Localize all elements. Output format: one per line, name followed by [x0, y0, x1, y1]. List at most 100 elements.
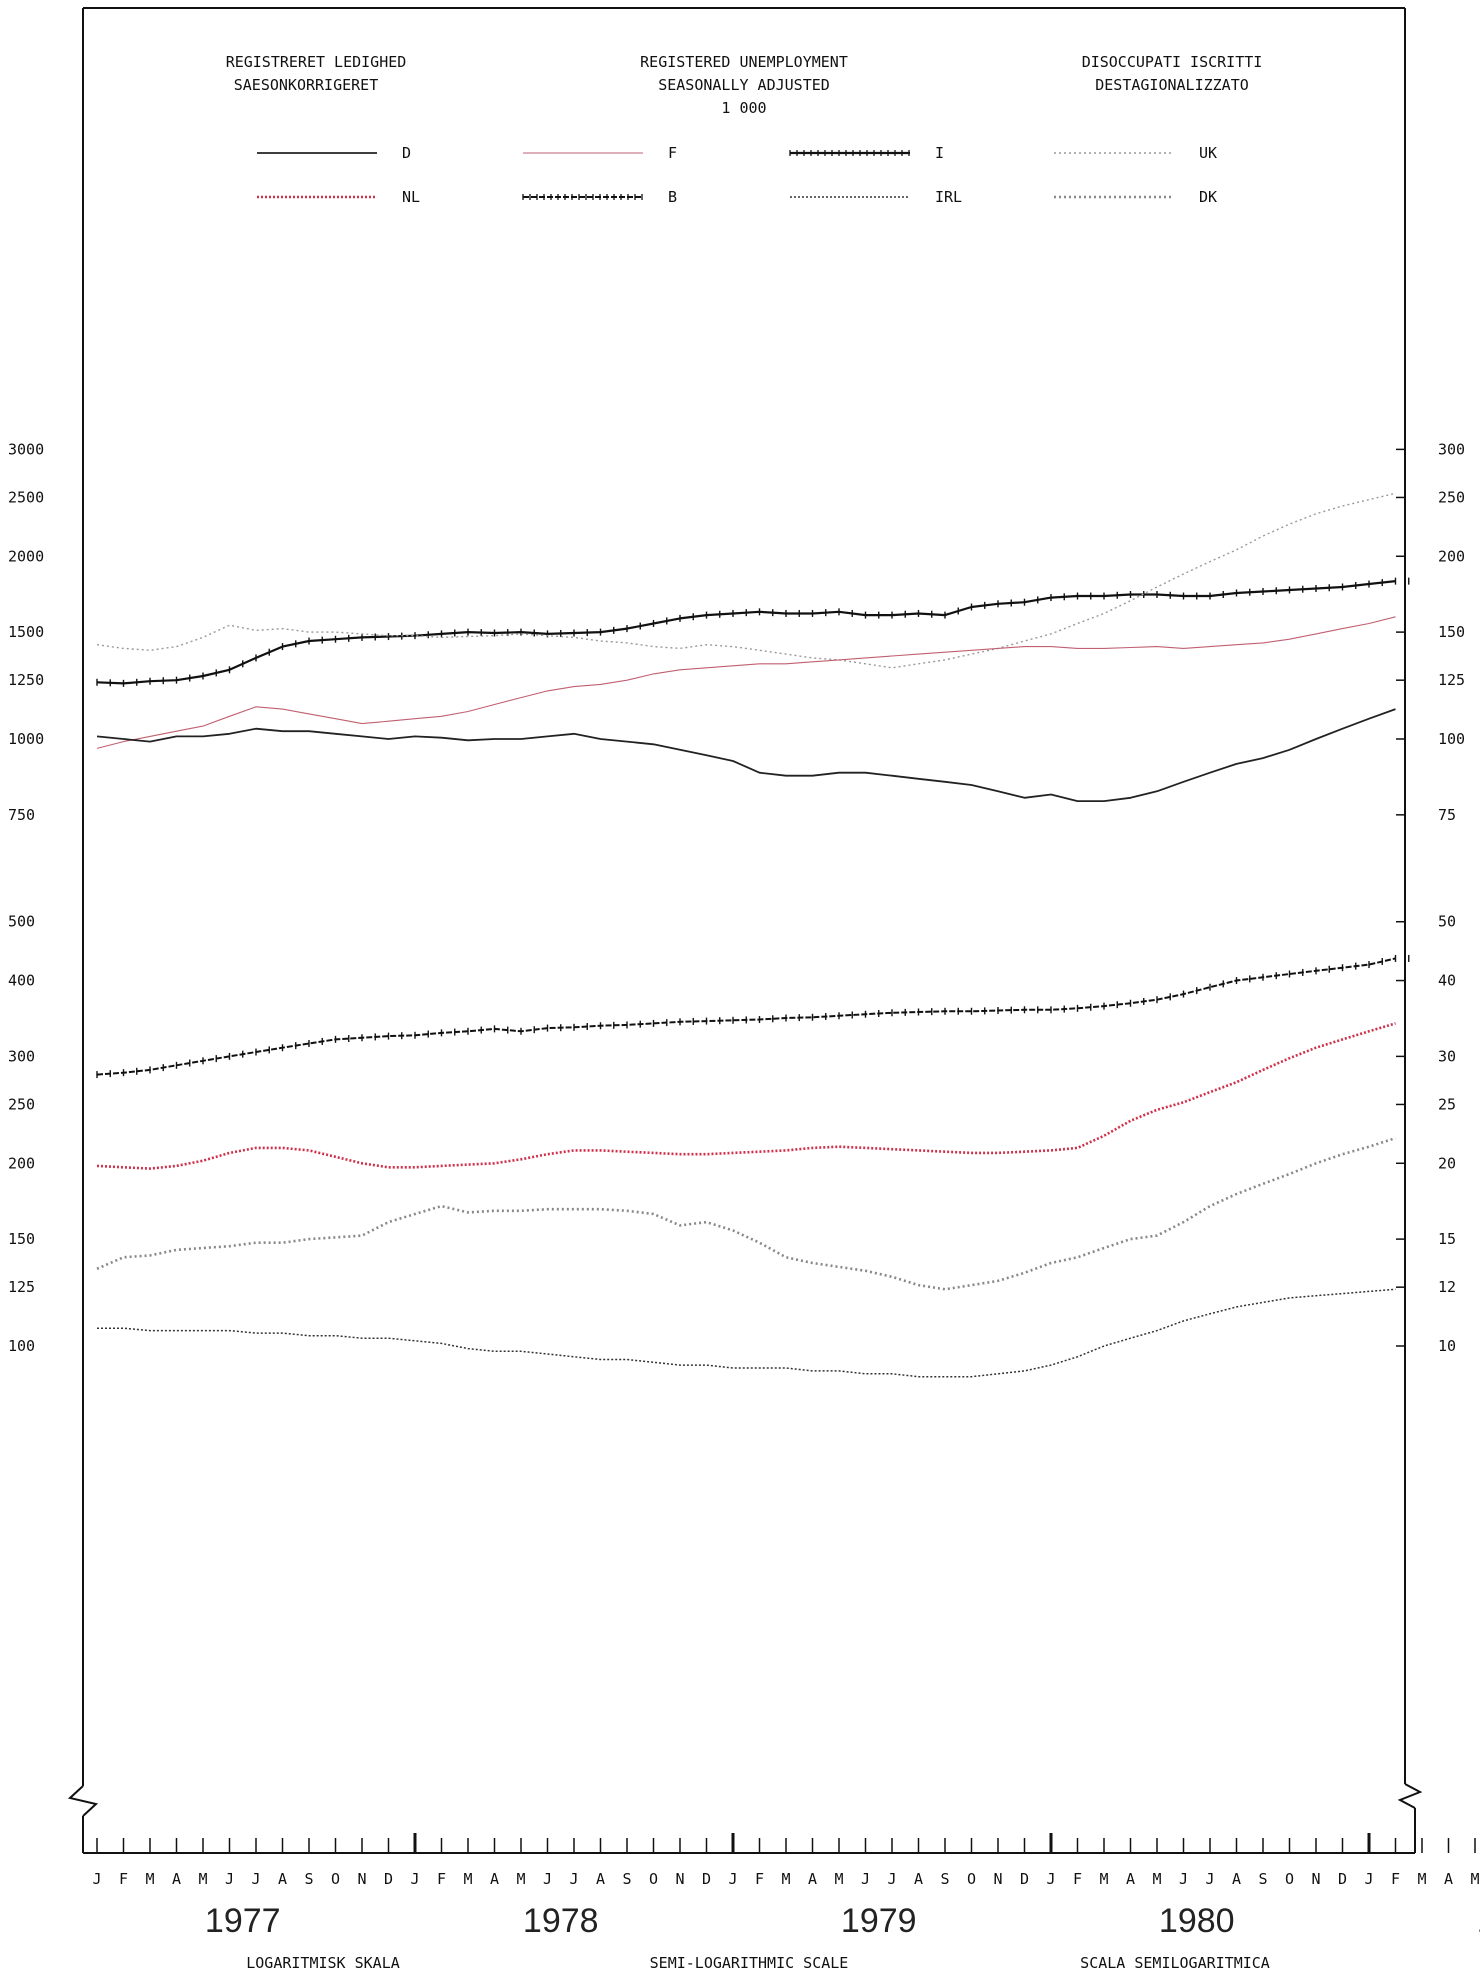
x-tick-label: F	[119, 1870, 128, 1888]
x-tick-label: O	[967, 1870, 976, 1888]
footer-center: SEMI-LOGARITHMIC SCALE	[650, 1954, 849, 1972]
x-tick-label: A	[808, 1870, 817, 1888]
y-tick-label-left: 250	[8, 1095, 35, 1113]
x-tick-label: J	[1179, 1870, 1188, 1888]
x-tick-label: O	[649, 1870, 658, 1888]
footer-right: SCALA SEMILOGARITMICA	[1080, 1954, 1270, 1972]
header-center-line-3: 1 000	[721, 99, 766, 117]
x-tick-label: N	[675, 1870, 684, 1888]
y-tick-label-right: 75	[1438, 806, 1456, 824]
y-tick-label-right: 150	[1438, 623, 1465, 641]
series-line	[97, 1288, 1396, 1378]
header-left-line-2: SAESONKORRIGERET	[234, 76, 379, 94]
y-tick-label-left: 2000	[8, 547, 44, 565]
series-f	[96, 616, 1396, 749]
series-line	[96, 580, 1396, 685]
x-tick-label: M	[1099, 1870, 1108, 1888]
y-tick-label-left: 1250	[8, 671, 44, 689]
series-b	[96, 954, 1410, 1079]
x-tick-label: M	[145, 1870, 154, 1888]
legend-label: I	[935, 144, 944, 162]
x-tick-label: A	[1444, 1870, 1453, 1888]
x-tick-label: J	[861, 1870, 870, 1888]
y-tick-label-left: 1000	[8, 730, 44, 748]
x-tick-label: J	[728, 1870, 737, 1888]
x-tick-label: M	[516, 1870, 525, 1888]
legend-label: F	[668, 144, 677, 162]
frame-left-break	[67, 1785, 99, 1817]
y-tick-label-left: 125	[8, 1278, 35, 1296]
x-tick-label: A	[278, 1870, 287, 1888]
x-tick-label: S	[304, 1870, 313, 1888]
series-line	[96, 1136, 1396, 1291]
x-tick-label: M	[1152, 1870, 1161, 1888]
year-label: 1977	[205, 1902, 281, 1940]
x-tick-label: F	[1073, 1870, 1082, 1888]
y-tick-label-left: 400	[8, 972, 35, 990]
y-tick-label-left: 500	[8, 913, 35, 931]
x-tick-label: M	[834, 1870, 843, 1888]
x-tick-label: J	[410, 1870, 419, 1888]
year-label: 1980	[1159, 1902, 1235, 1940]
y-tick-label-left: 200	[8, 1154, 35, 1172]
y-tick-label-right: 20	[1438, 1154, 1456, 1172]
x-tick-label: M	[1417, 1870, 1426, 1888]
y-tick-label-right: 40	[1438, 972, 1456, 990]
legend-label: DK	[1199, 188, 1217, 206]
x-tick-label: J	[225, 1870, 234, 1888]
x-tick-label: N	[357, 1870, 366, 1888]
x-tick-label: J	[251, 1870, 260, 1888]
year-label: 1981	[1477, 1902, 1480, 1940]
x-tick-label: J	[1046, 1870, 1055, 1888]
chart-footer: LOGARITMISK SKALA SEMI-LOGARITHMIC SCALE…	[246, 1954, 1270, 1972]
year-label: 1979	[841, 1902, 917, 1940]
y-tick-label-left: 1500	[8, 623, 44, 641]
x-tick-label: N	[993, 1870, 1002, 1888]
x-tick-label: F	[1391, 1870, 1400, 1888]
y-tick-label-left: 300	[8, 1047, 35, 1065]
y-tick-label-left: 2500	[8, 488, 44, 506]
y-tick-label-left: 100	[8, 1337, 35, 1355]
x-tick-label: D	[1338, 1870, 1347, 1888]
y-tick-label-left: 150	[8, 1230, 35, 1248]
y-tick-label-right: 300	[1438, 440, 1465, 458]
series-uk	[96, 492, 1396, 669]
legend-label: B	[668, 188, 677, 206]
chart-frame	[67, 7, 1423, 1854]
x-tick-label: S	[622, 1870, 631, 1888]
x-tick-label: J	[543, 1870, 552, 1888]
header-left-line-1: REGISTRERET LEDIGHED	[226, 53, 407, 71]
y-tick-label-right: 25	[1438, 1095, 1456, 1113]
series-d	[96, 708, 1396, 802]
header-right-line-1: DISOCCUPATI ISCRITTI	[1082, 53, 1263, 71]
series-nl	[96, 1022, 1396, 1170]
x-tick-label: D	[702, 1870, 711, 1888]
x-tick-label: A	[490, 1870, 499, 1888]
footer-left: LOGARITMISK SKALA	[246, 1954, 400, 1972]
x-tick-label: N	[1311, 1870, 1320, 1888]
plot-area	[96, 492, 1410, 1378]
y-tick-label-right: 50	[1438, 913, 1456, 931]
x-tick-label: O	[331, 1870, 340, 1888]
y-tick-label-right: 100	[1438, 730, 1465, 748]
y-tick-label-left: 750	[8, 806, 35, 824]
series-line	[96, 708, 1396, 802]
x-tick-label: A	[596, 1870, 605, 1888]
x-tick-label: D	[384, 1870, 393, 1888]
series-i	[96, 577, 1410, 687]
x-tick-label: M	[1470, 1870, 1479, 1888]
y-tick-label-right: 10	[1438, 1337, 1456, 1355]
series-line	[96, 492, 1396, 669]
x-tick-label: D	[1020, 1870, 1029, 1888]
x-tick-label: O	[1285, 1870, 1294, 1888]
x-tick-label: J	[1364, 1870, 1373, 1888]
series-dk	[96, 1136, 1396, 1291]
y-tick-label-left: 3000	[8, 440, 44, 458]
x-tick-label: J	[569, 1870, 578, 1888]
x-tick-label: S	[940, 1870, 949, 1888]
y-tick-label-right: 12	[1438, 1278, 1456, 1296]
x-tick-label: A	[914, 1870, 923, 1888]
legend-label: UK	[1199, 144, 1217, 162]
